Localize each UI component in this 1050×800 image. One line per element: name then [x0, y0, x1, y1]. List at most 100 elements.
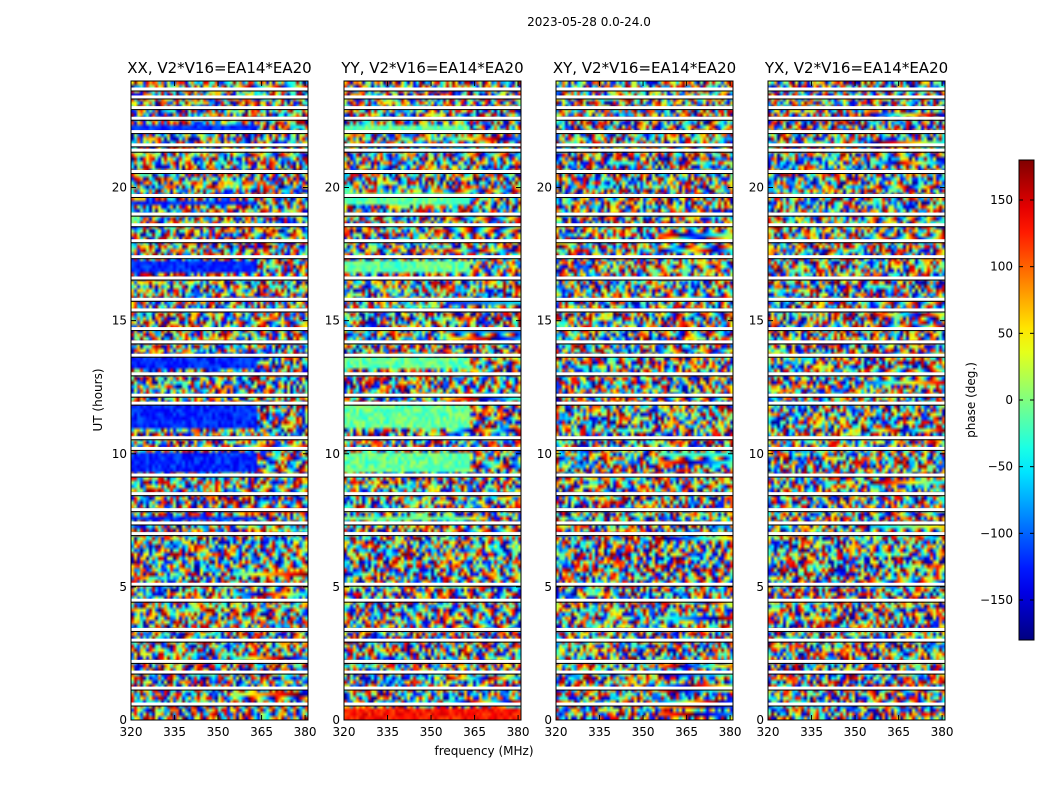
flag-separator: [556, 215, 733, 217]
flag-separator: [131, 258, 308, 260]
flag-separator: [131, 641, 308, 643]
flag-separator: [556, 151, 733, 153]
flag-separator: [768, 439, 945, 441]
flagged-row: [344, 193, 521, 197]
flag-separator: [768, 375, 945, 377]
flagged-row: [556, 340, 733, 344]
flagged-row: [768, 255, 945, 259]
x-tick-label: 350: [207, 725, 230, 739]
y-tick-label: 0: [332, 713, 340, 727]
flagged-row: [344, 638, 521, 642]
flagged-row: [131, 659, 308, 663]
flag-separator: [556, 535, 733, 537]
flagged-row: [556, 473, 733, 477]
flag-separator: [344, 343, 521, 345]
flag-separator: [344, 98, 521, 100]
flagged-row: [556, 130, 733, 134]
flagged-row: [556, 212, 733, 216]
flag-separator: [131, 689, 308, 691]
x-tick-label: 335: [800, 725, 823, 739]
flag-separator: [344, 511, 521, 513]
flagged-row: [768, 193, 945, 197]
flagged-row: [556, 521, 733, 525]
y-tick-label: 15: [537, 314, 552, 328]
colorbar: −150 −100 −50 0 50 100 150: [980, 159, 1035, 641]
flagged-row: [556, 308, 733, 312]
flag-separator: [344, 279, 521, 281]
flagged-row: [768, 95, 945, 99]
flag-separator: [556, 173, 733, 175]
flag-separator: [131, 90, 308, 92]
flagged-row: [556, 686, 733, 690]
x-tick-label: 365: [675, 725, 698, 739]
flagged-row: [344, 143, 521, 147]
flag-separator: [556, 511, 733, 513]
flagged-row: [344, 255, 521, 259]
flag-separator: [556, 524, 733, 526]
flag-separator: [131, 630, 308, 632]
flagged-row: [344, 340, 521, 344]
flagged-row: [344, 446, 521, 450]
flag-separator: [344, 404, 521, 406]
flagged-row: [556, 193, 733, 197]
flag-separator: [556, 439, 733, 441]
flag-separator: [131, 535, 308, 537]
flagged-row: [556, 223, 733, 227]
flag-separator: [768, 356, 945, 358]
flag-separator: [344, 356, 521, 358]
flag-separator: [131, 109, 308, 111]
flagged-row: [768, 212, 945, 216]
flagged-row: [768, 492, 945, 496]
flagged-row: [131, 686, 308, 690]
panel-3: XY, V2*V16=EA14*EA20 320 335 350 365 380 0 5 10 1…: [537, 59, 742, 739]
heatmap-image: [344, 81, 521, 720]
flagged-row: [556, 297, 733, 301]
flag-separator: [556, 585, 733, 587]
flag-separator: [556, 98, 733, 100]
flagged-row: [768, 308, 945, 312]
flagged-row: [768, 670, 945, 674]
flagged-row: [344, 598, 521, 602]
flag-separator: [344, 449, 521, 451]
flag-separator: [344, 375, 521, 377]
flagged-row: [768, 627, 945, 631]
plot-frame: [555, 80, 734, 721]
flagged-row: [344, 308, 521, 312]
flag-separator: [556, 133, 733, 135]
colorbar-tick-label: −150: [980, 593, 1013, 607]
plot-frame: [343, 80, 522, 721]
flagged-row: [556, 436, 733, 440]
flagged-row: [768, 327, 945, 331]
flag-separator: [131, 215, 308, 217]
flag-separator: [768, 215, 945, 217]
flag-separator: [768, 311, 945, 313]
flagged-row: [344, 508, 521, 512]
flagged-row: [344, 95, 521, 99]
flagged-row: [131, 170, 308, 174]
flag-separator: [768, 119, 945, 121]
flagged-row: [768, 143, 945, 147]
flagged-row: [556, 143, 733, 147]
y-tick-label: 10: [749, 447, 764, 461]
y-tick-label: 20: [749, 181, 764, 195]
flag-separator: [768, 585, 945, 587]
y-tick-label: 5: [756, 580, 764, 594]
flag-separator: [768, 404, 945, 406]
flagged-row: [344, 401, 521, 405]
flag-separator: [768, 109, 945, 111]
flagged-row: [556, 598, 733, 602]
flagged-row: [131, 627, 308, 631]
flagged-row: [131, 327, 308, 331]
flag-separator: [556, 226, 733, 228]
flagged-row: [131, 87, 308, 91]
flagged-row: [768, 106, 945, 110]
x-tick-label: 365: [463, 725, 486, 739]
flag-separator: [344, 476, 521, 478]
flagged-row: [344, 670, 521, 674]
flagged-row: [131, 702, 308, 706]
flag-separator: [131, 133, 308, 135]
flag-separator: [556, 641, 733, 643]
flagged-row: [768, 239, 945, 243]
flag-separator: [344, 662, 521, 664]
flagged-row: [768, 170, 945, 174]
